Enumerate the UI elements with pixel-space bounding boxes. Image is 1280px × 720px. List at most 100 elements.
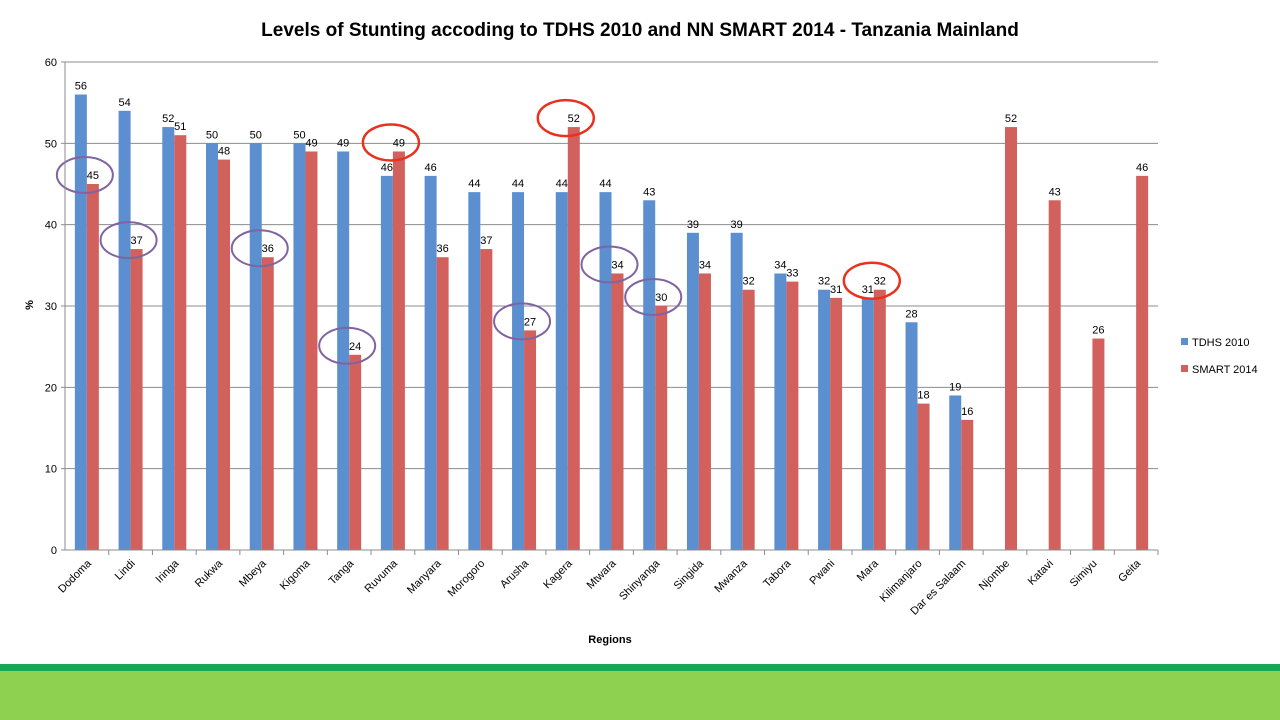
bar-smart-2014-kigoma [305, 151, 318, 550]
annotation-circle-purple-arusha [493, 302, 552, 341]
x-tick-label-ruvuma: Ruvuma [363, 557, 401, 595]
footer-accent-line [0, 664, 1280, 671]
x-tick-label-pwani: Pwani [808, 558, 838, 588]
bar-smart-2014-iringa [174, 135, 187, 550]
data-label-smart-2014-mbeya: 36 [262, 243, 274, 255]
bar-smart-2014-lindi [130, 249, 143, 551]
bar-tdhs-2010-mara [861, 297, 874, 550]
data-label-smart-2014-ruvuma: 49 [393, 137, 405, 149]
data-label-smart-2014-tabora: 33 [786, 268, 798, 280]
x-tick-label-mara: Mara [855, 557, 882, 584]
data-label-tdhs-2010-mtwara: 44 [599, 178, 611, 190]
data-label-smart-2014-shinyanga: 30 [655, 292, 667, 304]
data-label-smart-2014-arusha: 27 [524, 316, 536, 328]
x-tick-label-geita: Geita [1116, 557, 1144, 585]
data-label-smart-2014-dodoma: 45 [87, 170, 99, 182]
data-label-tdhs-2010-tabora: 34 [774, 259, 786, 271]
bar-tdhs-2010-arusha [512, 192, 525, 550]
y-tick-label: 30 [45, 301, 57, 313]
data-label-smart-2014-kilimanjaro: 18 [917, 390, 929, 402]
y-tick-label: 10 [45, 464, 57, 476]
data-label-tdhs-2010-tanga: 49 [337, 137, 349, 149]
bar-tdhs-2010-rukwa [206, 143, 219, 551]
bar-smart-2014-simiyu [1092, 338, 1105, 550]
legend-label-tdhs-2010: TDHS 2010 [1192, 337, 1249, 349]
bar-smart-2014-dodoma [86, 184, 99, 550]
data-label-tdhs-2010-pwani: 32 [818, 276, 830, 288]
bar-smart-2014-tanga [349, 354, 362, 550]
data-label-tdhs-2010-ruvuma: 46 [381, 162, 393, 174]
annotation-circle-red-ruvuma [361, 123, 421, 162]
data-label-smart-2014-dar-es-salaam: 16 [961, 406, 973, 418]
x-tick-label-njombe: Njombe [977, 558, 1012, 593]
bar-tdhs-2010-dar-es-salaam [949, 395, 962, 550]
x-tick-label-tanga: Tanga [327, 557, 357, 587]
x-tick-label-morogoro: Morogoro [446, 558, 488, 600]
x-tick-label-kilimanjaro: Kilimanjaro [878, 558, 925, 605]
bar-tdhs-2010-kilimanjaro [905, 322, 918, 550]
annotation-circle-purple-mtwara [580, 245, 639, 284]
data-label-tdhs-2010-kigoma: 50 [293, 129, 305, 141]
x-tick-label-singida: Singida [672, 557, 707, 592]
bar-tdhs-2010-morogoro [468, 192, 481, 550]
data-label-tdhs-2010-morogoro: 44 [468, 178, 480, 190]
annotation-circle-red-kagera [536, 98, 596, 138]
annotation-circle-purple-tanga [318, 326, 377, 365]
y-tick-label: 60 [45, 57, 57, 69]
data-label-smart-2014-mtwara: 34 [611, 259, 623, 271]
data-label-smart-2014-rukwa: 48 [218, 146, 230, 158]
x-tick-label-simiyu: Simiyu [1068, 558, 1100, 590]
data-label-tdhs-2010-mwanza: 39 [731, 219, 743, 231]
x-tick-label-mtwara: Mtwara [585, 557, 620, 592]
data-label-tdhs-2010-shinyanga: 43 [643, 186, 655, 198]
bar-tdhs-2010-manyara [424, 175, 437, 550]
x-tick-label-rukwa: Rukwa [193, 557, 226, 590]
x-tick-label-dodoma: Dodoma [56, 557, 95, 596]
data-label-smart-2014-manyara: 36 [436, 243, 448, 255]
legend-swatch-tdhs-2010 [1181, 338, 1188, 345]
bar-tdhs-2010-mbeya [249, 143, 262, 551]
x-axis-label: Regions [588, 634, 631, 646]
data-label-smart-2014-kigoma: 49 [305, 137, 317, 149]
stunting-chart: Levels of Stunting accoding to TDHS 2010… [24, 20, 1258, 646]
x-tick-label-mwanza: Mwanza [712, 557, 750, 595]
bar-smart-2014-manyara [436, 257, 449, 550]
y-tick-label: 50 [45, 138, 57, 150]
data-label-smart-2014-morogoro: 37 [480, 235, 492, 247]
data-label-tdhs-2010-kilimanjaro: 28 [905, 308, 917, 320]
data-label-smart-2014-pwani: 31 [830, 284, 842, 296]
data-label-smart-2014-tanga: 24 [349, 341, 361, 353]
x-tick-label-mbeya: Mbeya [237, 557, 269, 589]
bar-smart-2014-geita [1136, 175, 1149, 550]
data-label-smart-2014-geita: 46 [1136, 162, 1148, 174]
x-tick-label-tabora: Tabora [761, 557, 794, 590]
footer-band [0, 671, 1280, 720]
x-tick-label-katavi: Katavi [1026, 558, 1056, 588]
x-tick-label-manyara: Manyara [405, 557, 444, 596]
bar-tdhs-2010-singida [686, 232, 699, 551]
bar-smart-2014-tabora [786, 281, 799, 550]
x-tick-label-arusha: Arusha [498, 557, 532, 591]
annotation-circle-purple-dodoma [55, 156, 114, 194]
data-label-tdhs-2010-rukwa: 50 [206, 129, 218, 141]
bar-smart-2014-singida [698, 273, 711, 550]
chart-title: Levels of Stunting accoding to TDHS 2010… [261, 20, 1019, 41]
data-label-tdhs-2010-dar-es-salaam: 19 [949, 381, 961, 393]
bar-smart-2014-rukwa [218, 159, 231, 550]
data-label-smart-2014-njombe: 52 [1005, 113, 1017, 125]
bar-tdhs-2010-tabora [774, 273, 787, 550]
bar-tdhs-2010-dodoma [74, 94, 87, 551]
data-label-tdhs-2010-dodoma: 56 [75, 81, 87, 93]
data-label-smart-2014-singida: 34 [699, 259, 711, 271]
legend-swatch-smart-2014 [1181, 365, 1188, 372]
data-label-tdhs-2010-arusha: 44 [512, 178, 524, 190]
legend-label-smart-2014: SMART 2014 [1192, 364, 1258, 376]
annotation-circle-purple-mbeya [230, 229, 289, 268]
x-tick-label-iringa: Iringa [153, 557, 182, 586]
bar-smart-2014-pwani [830, 297, 843, 550]
bar-smart-2014-ruvuma [392, 151, 405, 550]
bar-tdhs-2010-shinyanga [643, 200, 656, 550]
data-label-tdhs-2010-kagera: 44 [556, 178, 568, 190]
data-label-tdhs-2010-iringa: 52 [162, 113, 174, 125]
bar-tdhs-2010-tanga [337, 151, 350, 550]
